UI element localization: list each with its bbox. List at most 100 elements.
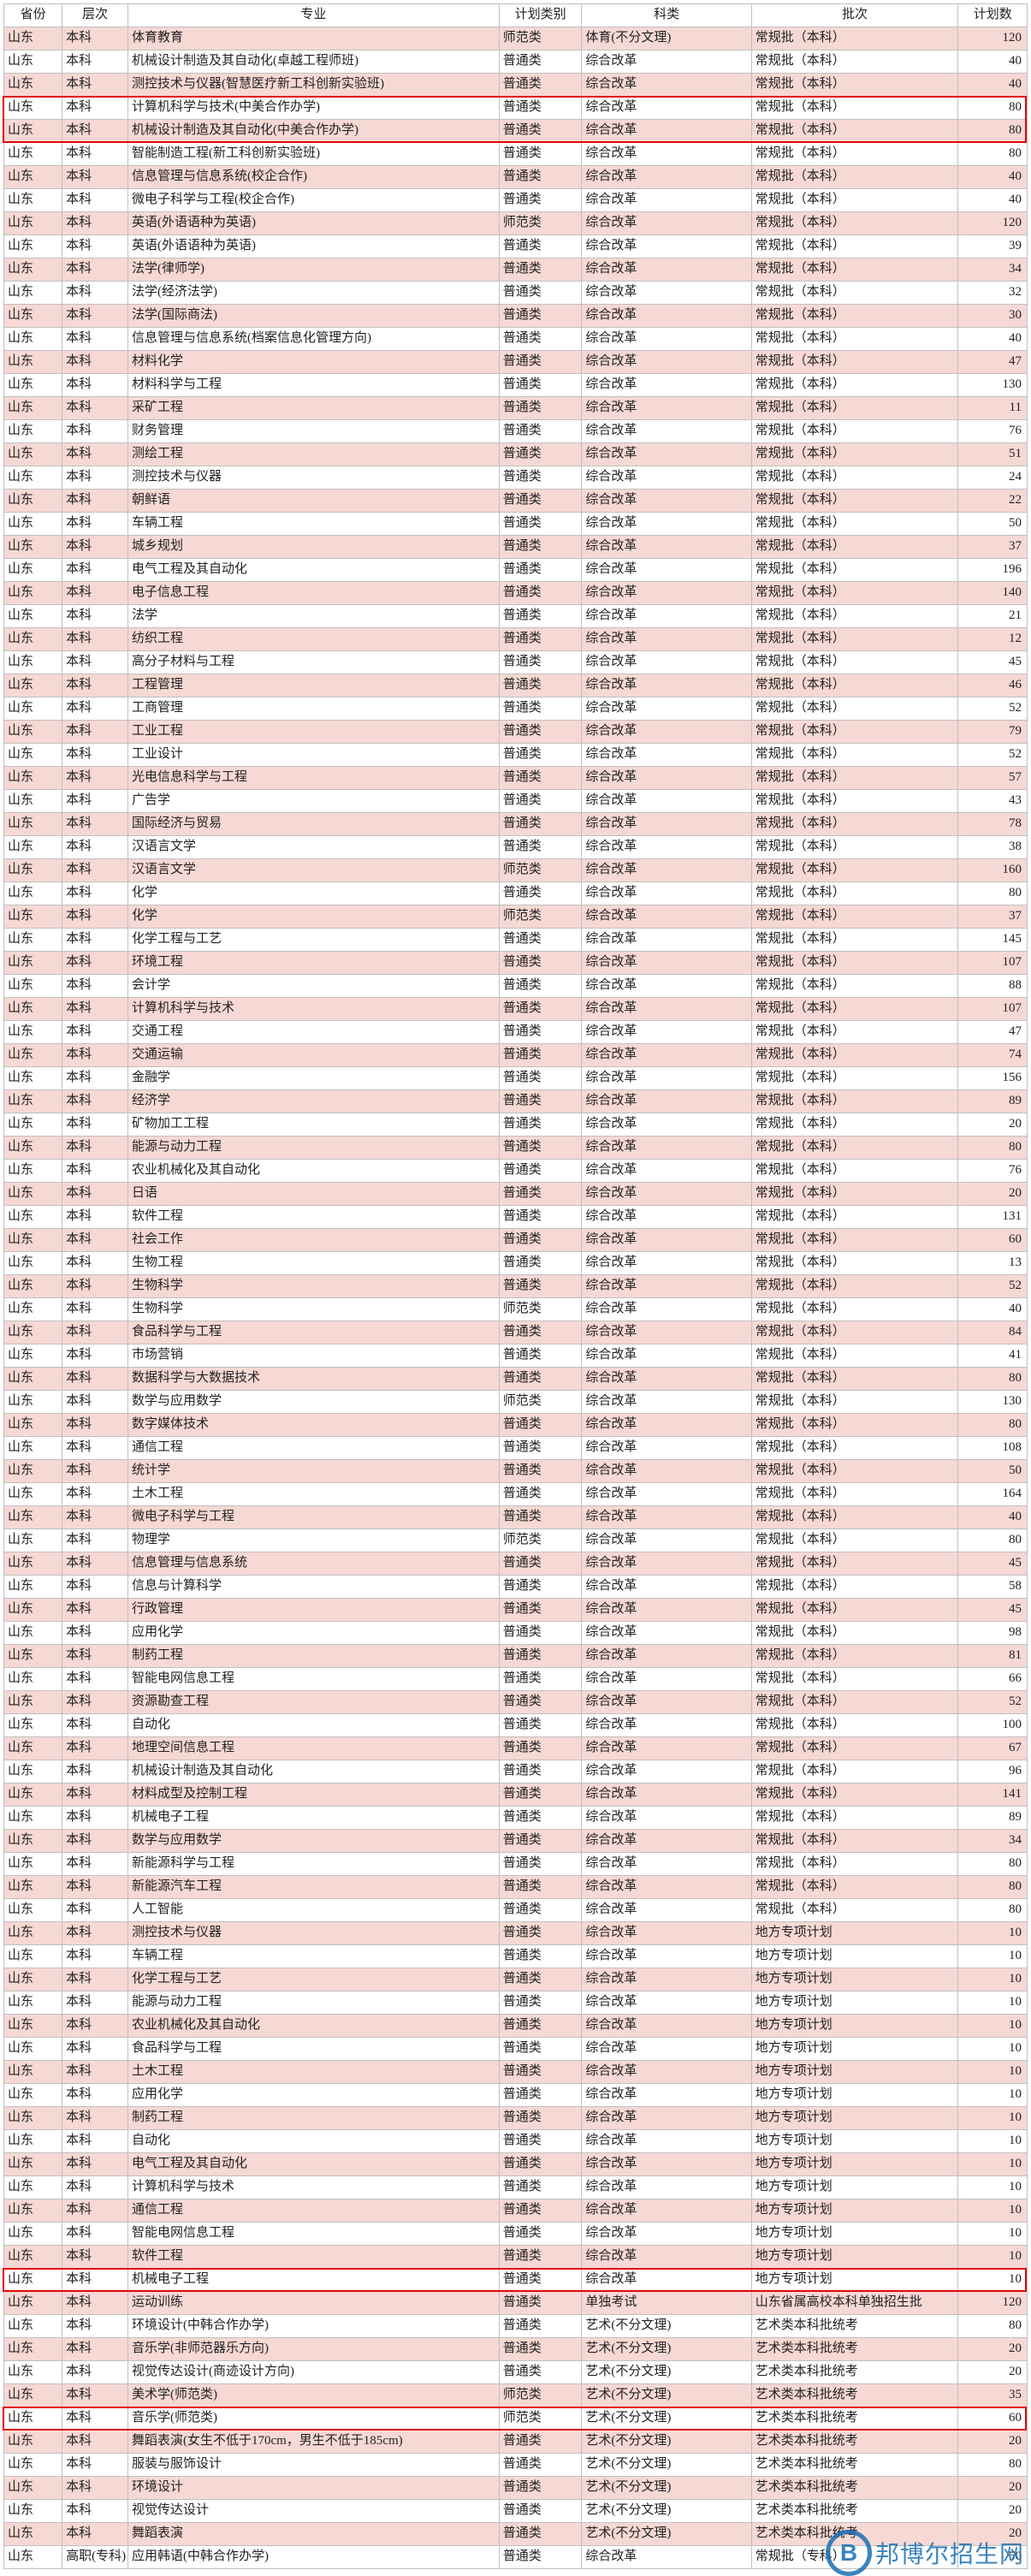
cell: 山东 <box>4 2130 62 2153</box>
cell: 普通类 <box>499 628 582 651</box>
cell: 师范类 <box>499 1298 582 1321</box>
cell: 156 <box>958 1067 1028 1090</box>
cell: 普通类 <box>499 1599 582 1622</box>
cell: 10 <box>958 2107 1028 2130</box>
cell: 车辆工程 <box>127 1945 499 1968</box>
cell: 综合改革 <box>582 1460 751 1483</box>
cell: 车辆工程 <box>127 513 499 536</box>
cell: 财务管理 <box>127 420 499 443</box>
cell: 山东 <box>4 1691 62 1714</box>
cell: 化学 <box>127 882 499 905</box>
cell: 43 <box>958 790 1028 813</box>
cell: 本科 <box>62 998 128 1021</box>
cell: 机械设计制造及其自动化(卓越工程师班) <box>127 50 499 74</box>
table-row: 山东本科财务管理普通类综合改革常规批（本科）76 <box>4 420 1028 443</box>
table-row: 山东本科信息与计算科学普通类综合改革常规批（本科）58 <box>4 1576 1028 1599</box>
cell: 普通类 <box>499 513 582 536</box>
cell: 综合改革 <box>582 813 751 836</box>
cell: 山东 <box>4 929 62 952</box>
cell: 制药工程 <box>127 2107 499 2130</box>
cell: 计算机科学与技术(中美合作办学) <box>127 97 499 120</box>
cell: 能源与动力工程 <box>127 1137 499 1160</box>
table-row: 山东本科化学普通类综合改革常规批（本科）80 <box>4 882 1028 905</box>
cell: 山东 <box>4 836 62 859</box>
table-row: 山东本科市场营销普通类综合改革常规批（本科）41 <box>4 1344 1028 1368</box>
cell: 地方专项计划 <box>751 2269 958 2292</box>
cell: 本科 <box>62 2153 128 2176</box>
cell: 普通类 <box>499 2361 582 2384</box>
table-row: 山东本科电气工程及其自动化普通类综合改革地方专项计划10 <box>4 2153 1028 2176</box>
table-row: 山东本科法学(国际商法)普通类综合改革常规批（本科）30 <box>4 305 1028 328</box>
cell: 普通类 <box>499 1183 582 1206</box>
cell: 市场营销 <box>127 1344 499 1368</box>
table-row: 山东本科机械设计制造及其自动化普通类综合改革常规批（本科）96 <box>4 1760 1028 1784</box>
cell: 综合改革 <box>582 767 751 790</box>
cell: 196 <box>958 559 1028 582</box>
cell: 山东 <box>4 2477 62 2500</box>
cell: 普通类 <box>499 166 582 189</box>
cell: 本科 <box>62 443 128 466</box>
cell: 普通类 <box>499 929 582 952</box>
table-row: 山东本科汉语言文学师范类综合改革常规批（本科）160 <box>4 859 1028 882</box>
cell: 普通类 <box>499 351 582 374</box>
cell: 地方专项计划 <box>751 1991 958 2015</box>
cell: 20 <box>958 2431 1028 2454</box>
cell: 本科 <box>62 1922 128 1945</box>
cell: 普通类 <box>499 120 582 143</box>
cell: 常规批（本科） <box>751 513 958 536</box>
cell: 普通类 <box>499 443 582 466</box>
cell: 计算机科学与技术 <box>127 998 499 1021</box>
cell: 本科 <box>62 120 128 143</box>
cell: 普通类 <box>499 1160 582 1183</box>
cell: 20 <box>958 1113 1028 1137</box>
cell: 山东 <box>4 1229 62 1252</box>
cell: 山东 <box>4 1067 62 1090</box>
cell: 普通类 <box>499 235 582 258</box>
cell: 艺术(不分文理) <box>582 2523 751 2546</box>
cell: 常规批（本科） <box>751 790 958 813</box>
cell: 常规批（本科） <box>751 420 958 443</box>
cell: 常规批（本科） <box>751 882 958 905</box>
cell: 综合改革 <box>582 929 751 952</box>
cell: 综合改革 <box>582 836 751 859</box>
table-row: 山东本科通信工程普通类综合改革常规批（本科）108 <box>4 1437 1028 1460</box>
table-row: 山东本科视觉传达设计(商迹设计方向)普通类艺术(不分文理)艺术类本科批统考20 <box>4 2361 1028 2384</box>
table-row: 山东本科运动训练普通类单独考试山东省属高校本科单独招生批120 <box>4 2292 1028 2315</box>
cell: 本科 <box>62 2269 128 2292</box>
cell: 土木工程 <box>127 1483 499 1506</box>
cell: 视觉传达设计 <box>127 2500 499 2523</box>
cell: 艺术(不分文理) <box>582 2315 751 2338</box>
cell: 综合改革 <box>582 582 751 605</box>
cell: 常规批（本科） <box>751 744 958 767</box>
cell: 综合改革 <box>582 975 751 998</box>
cell: 常规批（本科） <box>751 975 958 998</box>
cell: 81 <box>958 1645 1028 1668</box>
cell: 本科 <box>62 143 128 166</box>
cell: 山东 <box>4 351 62 374</box>
table-row: 山东本科统计学普通类综合改革常规批（本科）50 <box>4 1460 1028 1483</box>
cell: 地方专项计划 <box>751 2176 958 2199</box>
cell: 46 <box>958 674 1028 697</box>
cell: 普通类 <box>499 1414 582 1437</box>
cell: 汉语言文学 <box>127 859 499 882</box>
cell: 环境设计 <box>127 2477 499 2500</box>
cell: 普通类 <box>499 1622 582 1645</box>
cell: 普通类 <box>499 1067 582 1090</box>
cell: 普通类 <box>499 1044 582 1067</box>
cell: 视觉传达设计(商迹设计方向) <box>127 2361 499 2384</box>
table-row: 山东本科电子信息工程普通类综合改革常规批（本科）140 <box>4 582 1028 605</box>
cell: 60 <box>958 1229 1028 1252</box>
cell: 山东 <box>4 27 62 50</box>
cell: 山东 <box>4 328 62 351</box>
cell: 综合改革 <box>582 2246 751 2269</box>
cell: 师范类 <box>499 1391 582 1414</box>
cell: 本科 <box>62 2477 128 2500</box>
cell: 普通类 <box>499 420 582 443</box>
cell: 本科 <box>62 1206 128 1229</box>
cell: 常规批（本科） <box>751 466 958 490</box>
cell: 综合改革 <box>582 397 751 420</box>
cell: 综合改革 <box>582 1830 751 1853</box>
cell: 会计学 <box>127 975 499 998</box>
cell: 环境工程 <box>127 952 499 975</box>
cell: 80 <box>958 1899 1028 1922</box>
